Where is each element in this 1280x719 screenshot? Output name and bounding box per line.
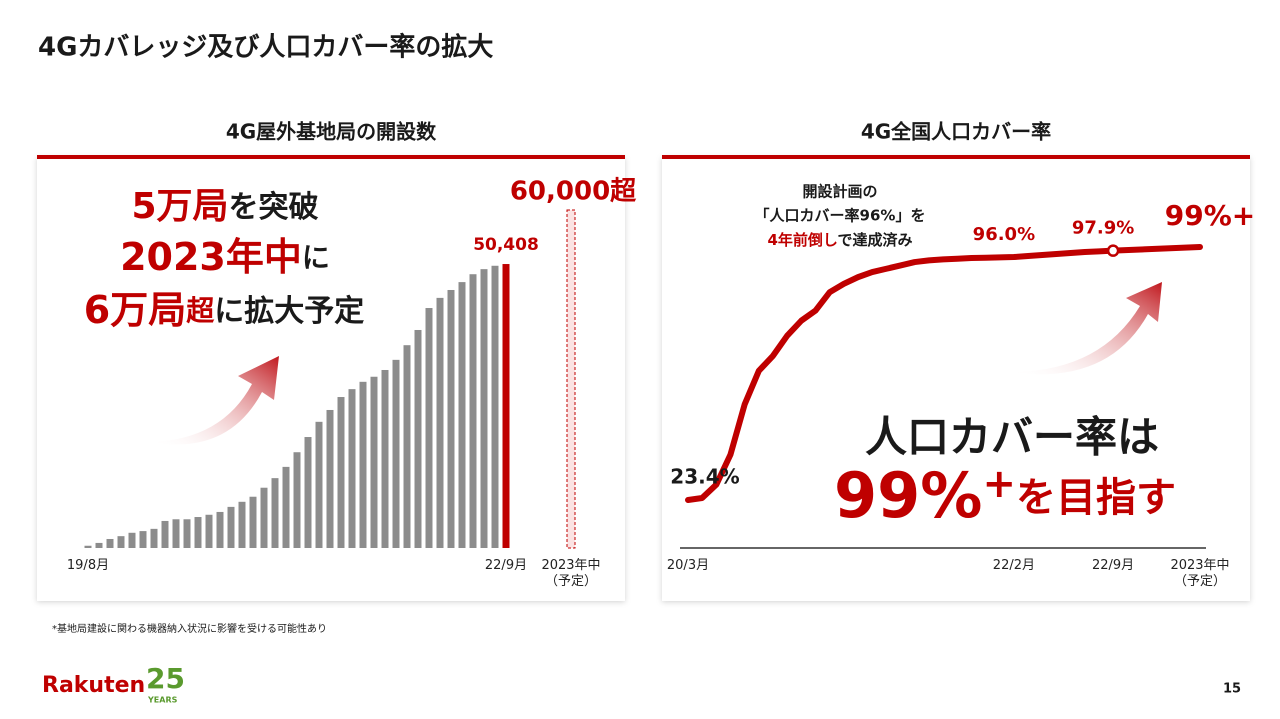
panel xyxy=(662,157,1250,601)
bar xyxy=(216,511,224,548)
bar xyxy=(194,517,202,548)
x-tick-label: 2023年中（予定） xyxy=(541,558,601,589)
bar xyxy=(348,389,356,548)
bar xyxy=(84,545,92,548)
bar xyxy=(161,520,169,548)
x-tick-label: 22/9月 xyxy=(484,558,528,573)
arrow xyxy=(150,356,279,445)
value-label: 23.4% xyxy=(670,465,739,489)
bar xyxy=(139,531,147,548)
bar xyxy=(183,519,191,548)
value-label: 60,000超 xyxy=(510,177,637,207)
bar xyxy=(271,478,279,548)
bar xyxy=(315,421,323,548)
x-tick-label: 2023年中（予定） xyxy=(541,558,601,589)
x-tick-label: 22/9月 xyxy=(1091,558,1135,573)
page-number: 15 xyxy=(1223,682,1241,697)
bar xyxy=(566,209,576,549)
note: 「人口カバー率96%」を xyxy=(755,207,926,225)
bar xyxy=(337,397,345,548)
value-label: 97.9% xyxy=(1072,218,1134,239)
bar xyxy=(205,514,213,548)
bar xyxy=(381,369,389,548)
x-tick-label: 22/9月 xyxy=(484,558,528,573)
point-marker xyxy=(1106,244,1120,257)
bar xyxy=(502,264,510,548)
bar xyxy=(469,274,477,548)
x-tick-label: 19/8月 xyxy=(66,558,110,573)
callout: 99%+を目指す xyxy=(834,459,1176,532)
bar xyxy=(293,452,301,548)
value-label: 50,408 xyxy=(473,235,539,255)
logo: Rakuten xyxy=(42,673,145,698)
x-tick-label: 2023年中（予定） xyxy=(1170,558,1230,589)
value-label: 99%+ xyxy=(1165,199,1255,232)
value-label: 96.0% xyxy=(973,224,1035,245)
bar xyxy=(249,496,257,548)
bar xyxy=(128,532,136,548)
logo-years-label: YEARS xyxy=(147,696,178,705)
bar xyxy=(304,437,312,548)
callout: 2023年中に xyxy=(120,235,330,279)
bar xyxy=(392,359,400,548)
bar xyxy=(282,466,290,548)
note: 開設計画の xyxy=(802,183,877,201)
bar xyxy=(403,345,411,548)
footnote: *基地局建設に関わる機器納入状況に影響を受ける可能性あり xyxy=(52,622,327,635)
x-tick-label: 20/3月 xyxy=(666,558,710,573)
x-tick-label: 20/3月 xyxy=(666,558,710,573)
bar xyxy=(458,282,466,548)
bar xyxy=(238,501,246,548)
bar xyxy=(106,538,114,548)
bar xyxy=(480,269,488,548)
bar xyxy=(227,506,235,548)
bar xyxy=(172,519,180,548)
panel-rule xyxy=(662,155,1250,159)
bar xyxy=(150,528,158,548)
panel-title: 4G全国人口カバー率 xyxy=(861,120,1051,144)
bar xyxy=(414,329,422,548)
bar xyxy=(436,297,444,548)
logo-years: 25 xyxy=(146,662,185,695)
x-tick-label: 19/8月 xyxy=(66,558,110,573)
bar xyxy=(359,381,367,548)
panel-rule xyxy=(37,155,625,159)
bar xyxy=(447,289,455,548)
x-tick-label: 22/2月 xyxy=(992,558,1035,573)
bar xyxy=(370,376,378,548)
bar xyxy=(95,542,103,548)
bar xyxy=(260,487,268,548)
bar xyxy=(117,536,125,548)
line xyxy=(685,244,1203,503)
x-tick-label: 22/2月 xyxy=(992,558,1035,573)
callout: 人口カバー率は xyxy=(865,413,1159,462)
arrow xyxy=(1010,282,1162,375)
x-tick-label: 2023年中（予定） xyxy=(1170,558,1230,589)
x-tick-label: 22/9月 xyxy=(1091,558,1135,573)
bar xyxy=(326,409,334,548)
panel-title: 4G屋外基地局の開設数 xyxy=(226,120,437,144)
callout: 6万局超に拡大予定 xyxy=(84,288,364,332)
slide-title: 4Gカバレッジ及び人口カバー率の拡大 xyxy=(38,32,493,63)
bar xyxy=(491,265,499,548)
callout: 5万局を突破 xyxy=(131,186,318,227)
bar xyxy=(425,308,433,548)
note: 4年前倒しで達成済み xyxy=(767,231,912,249)
